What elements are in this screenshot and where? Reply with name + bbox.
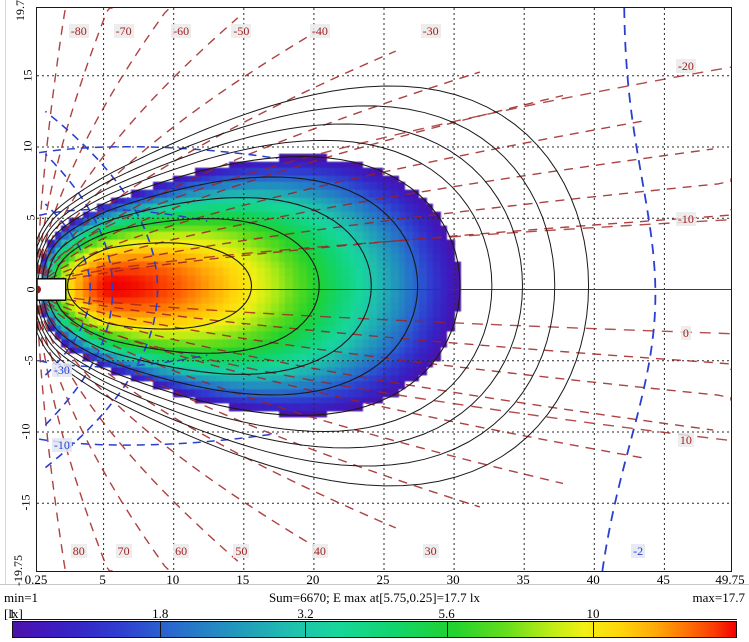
unit-label: [lx] bbox=[4, 606, 23, 621]
colorbar-tick-label: 5.6 bbox=[438, 606, 455, 621]
colorbar-tick-label: 1 bbox=[8, 606, 16, 621]
angle-label-top: -50 bbox=[231, 23, 252, 38]
x-tick-label: 20 bbox=[306, 572, 320, 587]
colorbar-tick bbox=[160, 621, 162, 638]
plot-canvas bbox=[37, 8, 731, 571]
left-border-rule bbox=[5, 0, 6, 584]
x-tick-label: 30 bbox=[446, 572, 460, 587]
colorbar-tick bbox=[446, 621, 448, 638]
y-tick-label: 10 bbox=[20, 140, 35, 153]
angle-label-blue: -30 bbox=[51, 362, 72, 377]
x-tick-label: 40 bbox=[586, 572, 600, 587]
y-tick-label: -10 bbox=[18, 423, 33, 440]
angle-label-bottom: 50 bbox=[233, 543, 250, 558]
y-tick-label: 19.75 bbox=[13, 0, 27, 21]
blue-angle-contours bbox=[38, 8, 657, 571]
contour-svg bbox=[37, 8, 731, 571]
angle-label-blue: -10 bbox=[51, 438, 72, 453]
x-tick-label: 25 bbox=[376, 572, 390, 587]
angle-label-right: -20 bbox=[675, 59, 696, 74]
isolux-contours bbox=[37, 85, 590, 487]
colorbar-tick bbox=[12, 621, 13, 638]
angle-label-top: -70 bbox=[113, 23, 134, 38]
angle-label-bottom: 40 bbox=[311, 543, 328, 558]
angle-label-right: 0 bbox=[680, 325, 691, 340]
colorbar-tick-label: 10 bbox=[586, 606, 600, 621]
c-plane-fan bbox=[37, 8, 731, 571]
x-tick-label: 45 bbox=[656, 572, 670, 587]
summary-label: Sum=6670; E max at[5.75,0.25]=17.7 lx bbox=[268, 590, 481, 605]
y-tick-label: 15 bbox=[20, 69, 35, 82]
y-tick-label: -5 bbox=[21, 355, 36, 366]
colorbar-tick bbox=[592, 621, 594, 638]
x-tick-label: 15 bbox=[236, 572, 250, 587]
angle-label-blue: -2 bbox=[631, 543, 646, 558]
x-tick-label: 5 bbox=[99, 572, 106, 587]
colorbar-tick bbox=[305, 621, 307, 638]
angle-label-top: -60 bbox=[171, 23, 192, 38]
min-value-label: min=1 bbox=[4, 590, 39, 605]
angle-label-right: 10 bbox=[677, 432, 694, 447]
angle-label-bottom: 70 bbox=[115, 543, 132, 558]
angle-label-bottom: 60 bbox=[173, 543, 190, 558]
x-tick-label: 0.25 bbox=[24, 572, 48, 587]
angle-label-bottom: 80 bbox=[70, 543, 87, 558]
y-tick-label: 0 bbox=[23, 286, 38, 292]
angle-label-top: -40 bbox=[309, 23, 330, 38]
colorbar[interactable] bbox=[12, 621, 737, 638]
colorbar-top-rule bbox=[12, 619, 737, 620]
y-tick-label: -15 bbox=[18, 494, 33, 511]
angle-label-right: -10 bbox=[675, 211, 696, 226]
x-tick-label: 49.75 bbox=[715, 572, 745, 587]
colorbar-tick-label: 3.2 bbox=[297, 606, 314, 621]
x-tick-label: 35 bbox=[516, 572, 530, 587]
luminaire-marker bbox=[37, 278, 67, 301]
max-value-label: max=17.7 bbox=[692, 590, 745, 605]
angle-label-bottom: 30 bbox=[422, 543, 439, 558]
angle-label-top: -30 bbox=[420, 23, 441, 38]
colorbar-gradient bbox=[12, 621, 737, 638]
angle-label-top: -80 bbox=[68, 23, 89, 38]
colorbar-tick-label: 1.8 bbox=[152, 606, 169, 621]
footer-separator-rule bbox=[0, 584, 749, 585]
plot-area bbox=[36, 7, 732, 572]
x-tick-label: 10 bbox=[166, 572, 180, 587]
y-tick-label: 5 bbox=[23, 214, 38, 221]
